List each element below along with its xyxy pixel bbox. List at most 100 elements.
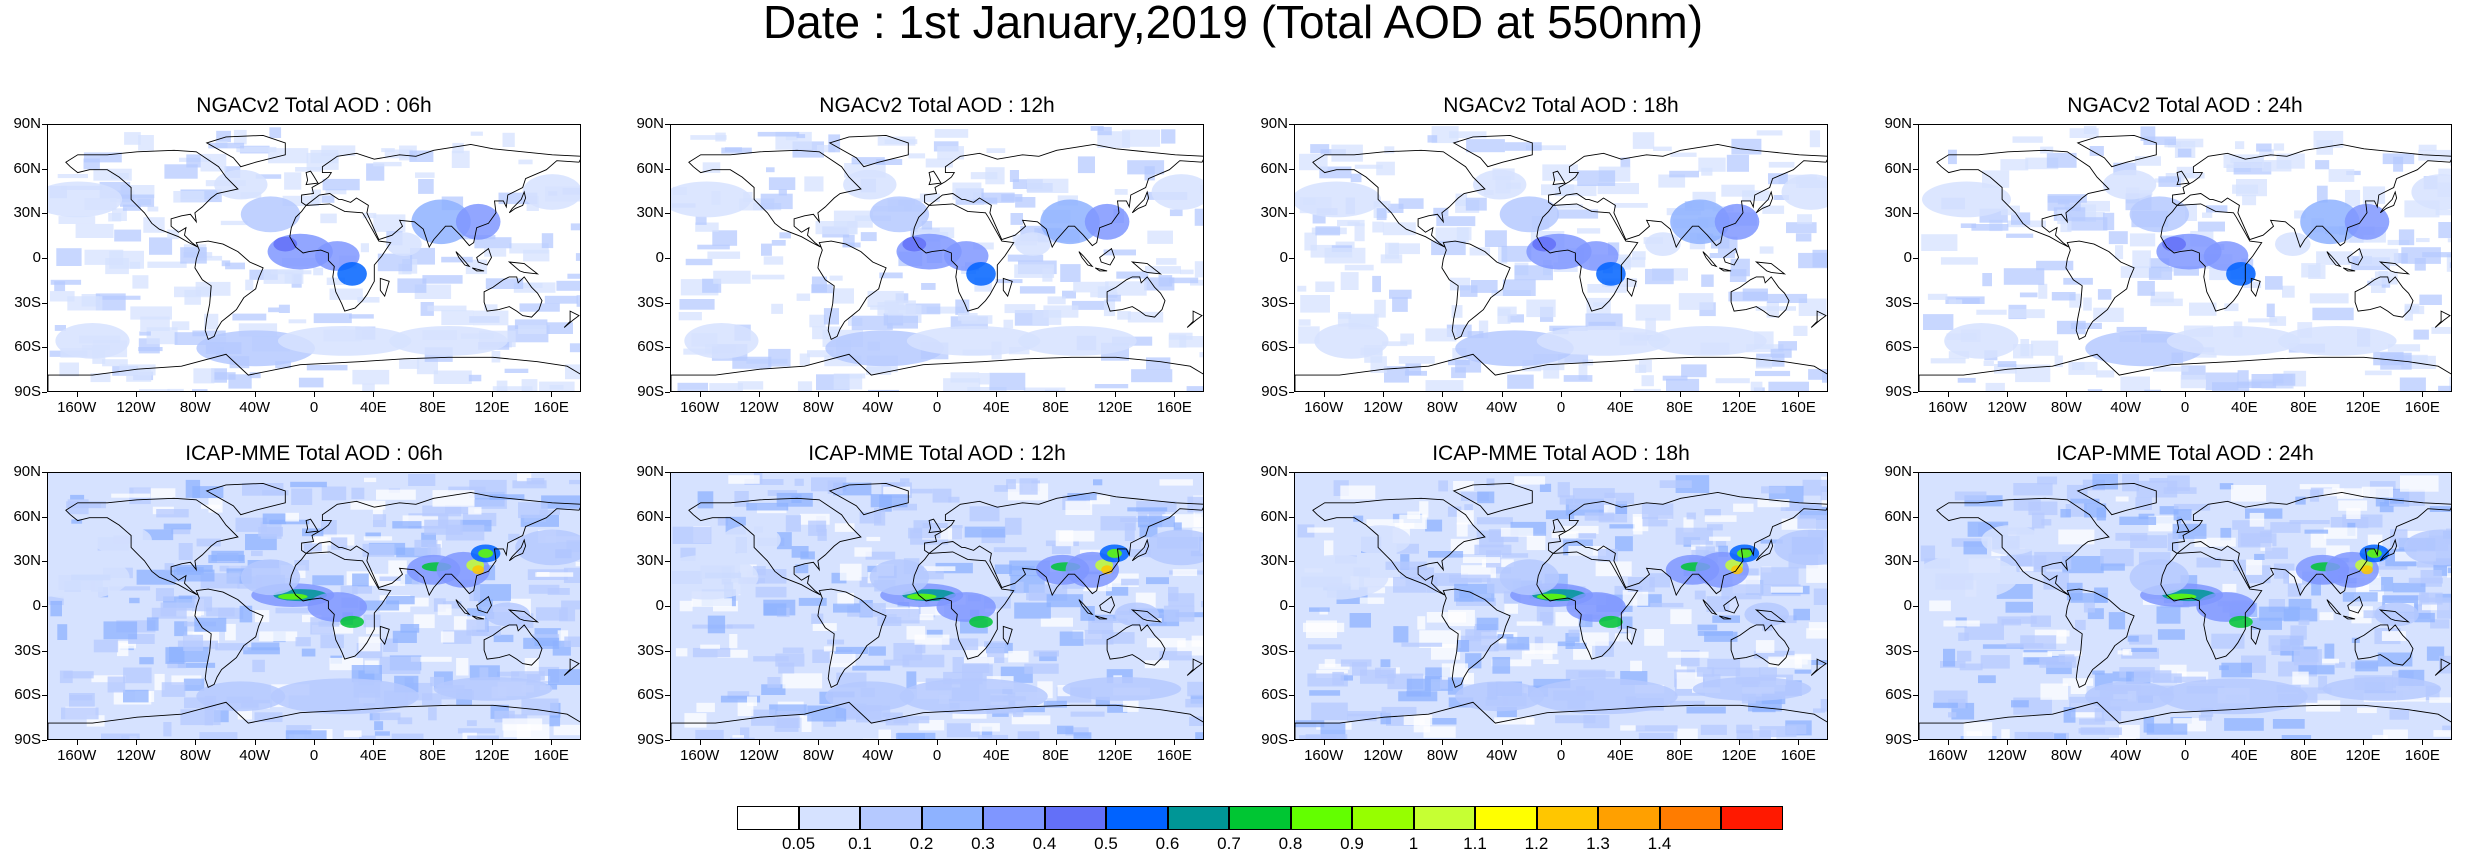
aod-cell	[2377, 652, 2413, 667]
aod-cell	[204, 313, 219, 330]
aod-cell	[2266, 303, 2275, 318]
latitude-tick	[1913, 347, 1918, 349]
aod-cell	[208, 142, 245, 149]
aod-cell	[90, 373, 111, 383]
aod-cell	[2060, 509, 2071, 518]
aod-cell	[1097, 131, 1131, 148]
aod-cell	[2038, 283, 2048, 299]
aod-cell	[2298, 665, 2335, 675]
aod-cell	[1795, 233, 1812, 242]
aod-cell	[747, 696, 757, 707]
aod-plume	[2085, 681, 2175, 712]
longitude-label: 40E	[982, 399, 1010, 416]
aod-cell	[1093, 479, 1103, 486]
aod-cell	[320, 520, 337, 537]
aod-cell	[303, 543, 322, 552]
aod-cell	[331, 537, 348, 550]
aod-cell	[859, 511, 882, 524]
aod-cell	[1471, 280, 1498, 293]
aod-cell	[1757, 499, 1790, 508]
coastline	[1452, 134, 1533, 168]
longitude-label: 0	[2180, 399, 2190, 416]
aod-cell	[2000, 159, 2029, 171]
aod-cell	[1455, 193, 1468, 206]
aod-cell	[1300, 295, 1330, 313]
aod-cell	[1645, 317, 1656, 334]
aod-cell	[514, 319, 548, 329]
aod-cell	[1985, 382, 2005, 391]
longitude-label: 120W	[116, 747, 156, 764]
latitude-tick	[665, 392, 670, 393]
longitude-tick	[1739, 392, 1740, 397]
aod-cell	[1297, 285, 1307, 292]
longitude-tick	[314, 740, 315, 745]
aod-cell	[1960, 223, 1977, 228]
aod-cell	[532, 634, 560, 641]
aod-cell	[868, 389, 900, 391]
aod-cell	[795, 564, 809, 574]
aod-cell	[1340, 272, 1359, 290]
map-panel	[1918, 124, 2452, 392]
aod-cell	[225, 262, 245, 270]
aod-cell	[180, 247, 207, 264]
aod-cell	[1704, 515, 1737, 522]
aod-cell	[409, 597, 429, 607]
aod-cell	[1500, 527, 1534, 537]
aod-cell	[852, 665, 891, 671]
aod-cell	[523, 249, 550, 262]
aod-cell	[1337, 219, 1365, 227]
colorbar-cell	[860, 806, 922, 830]
aod-plumes	[1919, 525, 2451, 715]
longitude-label: 40W	[862, 747, 894, 764]
aod-cell	[565, 364, 580, 380]
aod-cell	[1476, 617, 1499, 631]
aod-cell	[1305, 734, 1348, 739]
coastline	[2378, 261, 2411, 275]
aod-cell	[937, 146, 964, 160]
longitude-label: 80E	[1666, 399, 1693, 416]
aod-cell	[373, 161, 402, 167]
aod-cell	[124, 132, 141, 145]
aod-cell	[1820, 486, 1827, 501]
aod-plume	[2129, 196, 2189, 233]
aod-cell	[2268, 635, 2304, 651]
aod-cell	[839, 563, 862, 581]
aod-cell	[1387, 203, 1404, 213]
aod-cell	[1701, 274, 1714, 287]
aod-cell	[1121, 578, 1139, 586]
coastline	[1078, 599, 1094, 616]
aod-cell	[400, 624, 420, 633]
longitude-tick	[2363, 740, 2364, 745]
aod-cell	[2248, 318, 2278, 323]
aod-plume	[240, 196, 301, 233]
aod-cell	[1983, 360, 1994, 366]
aod-cell	[973, 192, 1015, 203]
aod-cell	[1046, 594, 1084, 608]
coastline	[828, 482, 909, 516]
aod-cell	[1943, 648, 1956, 667]
aod-plumes	[48, 169, 580, 367]
aod-plume	[522, 174, 580, 210]
aod-cell	[57, 174, 88, 179]
aod-cell	[232, 313, 267, 321]
aod-cell	[140, 316, 170, 331]
aod-cell	[1778, 615, 1797, 624]
aod-cell	[1384, 366, 1409, 383]
aod-cell	[237, 709, 252, 720]
aod-cell	[1352, 662, 1368, 676]
aod-cell	[2115, 496, 2129, 502]
aod-cell	[2037, 476, 2058, 485]
aod-cell	[174, 621, 188, 637]
aod-cell	[865, 551, 896, 560]
aod-cell	[1597, 183, 1639, 195]
aod-cell	[433, 370, 472, 384]
longitude-label: 80E	[1042, 747, 1069, 764]
aod-cell	[494, 710, 515, 723]
longitude-label: 120E	[1721, 747, 1757, 764]
coastline	[2250, 277, 2261, 298]
coastline	[1626, 277, 1637, 298]
aod-cell	[2261, 383, 2294, 389]
aod-cell	[1750, 381, 1763, 391]
aod-cell	[2295, 496, 2306, 505]
aod-cell	[2236, 381, 2277, 388]
